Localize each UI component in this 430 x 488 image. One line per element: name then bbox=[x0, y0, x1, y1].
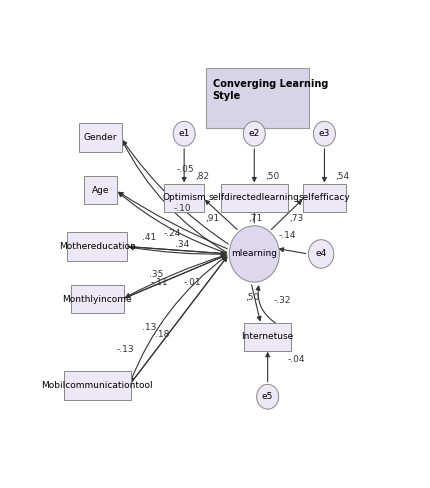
Text: Optimism: Optimism bbox=[162, 193, 206, 202]
Text: -.11: -.11 bbox=[150, 278, 168, 286]
Text: e3: e3 bbox=[318, 129, 329, 138]
Text: Mothereducation: Mothereducation bbox=[59, 242, 135, 251]
FancyBboxPatch shape bbox=[64, 371, 130, 400]
Circle shape bbox=[308, 240, 333, 268]
Text: Gender: Gender bbox=[84, 133, 117, 142]
Circle shape bbox=[173, 122, 195, 146]
Text: -.13: -.13 bbox=[117, 346, 134, 354]
Text: Mobilcommunicationtool: Mobilcommunicationtool bbox=[41, 381, 153, 390]
Text: -.04: -.04 bbox=[287, 355, 304, 364]
Text: e5: e5 bbox=[261, 392, 273, 401]
Circle shape bbox=[313, 122, 335, 146]
Text: -.01: -.01 bbox=[183, 278, 201, 286]
FancyBboxPatch shape bbox=[206, 68, 309, 128]
Text: mlearning: mlearning bbox=[231, 249, 276, 259]
Text: -.10: -.10 bbox=[173, 204, 191, 213]
Circle shape bbox=[243, 122, 265, 146]
Text: selfdirectedlearning: selfdirectedlearning bbox=[209, 193, 299, 202]
Circle shape bbox=[256, 385, 278, 409]
Text: ,50: ,50 bbox=[265, 172, 279, 182]
Circle shape bbox=[229, 226, 279, 282]
Text: Converging Learning
Style: Converging Learning Style bbox=[212, 79, 327, 101]
Text: Age: Age bbox=[92, 185, 109, 195]
Text: Internetuse: Internetuse bbox=[241, 332, 293, 341]
Text: e1: e1 bbox=[178, 129, 189, 138]
Text: .35: .35 bbox=[148, 270, 163, 279]
Text: ,50: ,50 bbox=[245, 293, 259, 302]
Text: selfefficacy: selfefficacy bbox=[298, 193, 350, 202]
FancyBboxPatch shape bbox=[164, 183, 204, 212]
Text: ,71: ,71 bbox=[248, 214, 262, 223]
FancyBboxPatch shape bbox=[79, 123, 122, 152]
Text: ,91: ,91 bbox=[205, 214, 219, 223]
Text: .41: .41 bbox=[141, 233, 156, 242]
FancyBboxPatch shape bbox=[84, 176, 117, 204]
Text: ,54: ,54 bbox=[335, 172, 349, 182]
Text: -.05: -.05 bbox=[177, 165, 194, 174]
Text: -.14: -.14 bbox=[278, 231, 296, 240]
Text: .18: .18 bbox=[155, 330, 169, 339]
FancyBboxPatch shape bbox=[244, 323, 290, 351]
Text: ,82: ,82 bbox=[195, 172, 209, 182]
Text: e4: e4 bbox=[315, 249, 326, 259]
Text: .13: .13 bbox=[141, 323, 156, 332]
Text: .34: .34 bbox=[175, 240, 189, 249]
Text: Monthlyincome: Monthlyincome bbox=[62, 295, 132, 304]
Text: -.32: -.32 bbox=[273, 296, 291, 305]
Text: ,73: ,73 bbox=[288, 214, 302, 223]
FancyBboxPatch shape bbox=[221, 183, 287, 212]
Text: e2: e2 bbox=[248, 129, 259, 138]
FancyBboxPatch shape bbox=[67, 232, 127, 261]
FancyBboxPatch shape bbox=[71, 285, 124, 313]
Text: -.24: -.24 bbox=[163, 229, 181, 238]
FancyBboxPatch shape bbox=[302, 183, 345, 212]
